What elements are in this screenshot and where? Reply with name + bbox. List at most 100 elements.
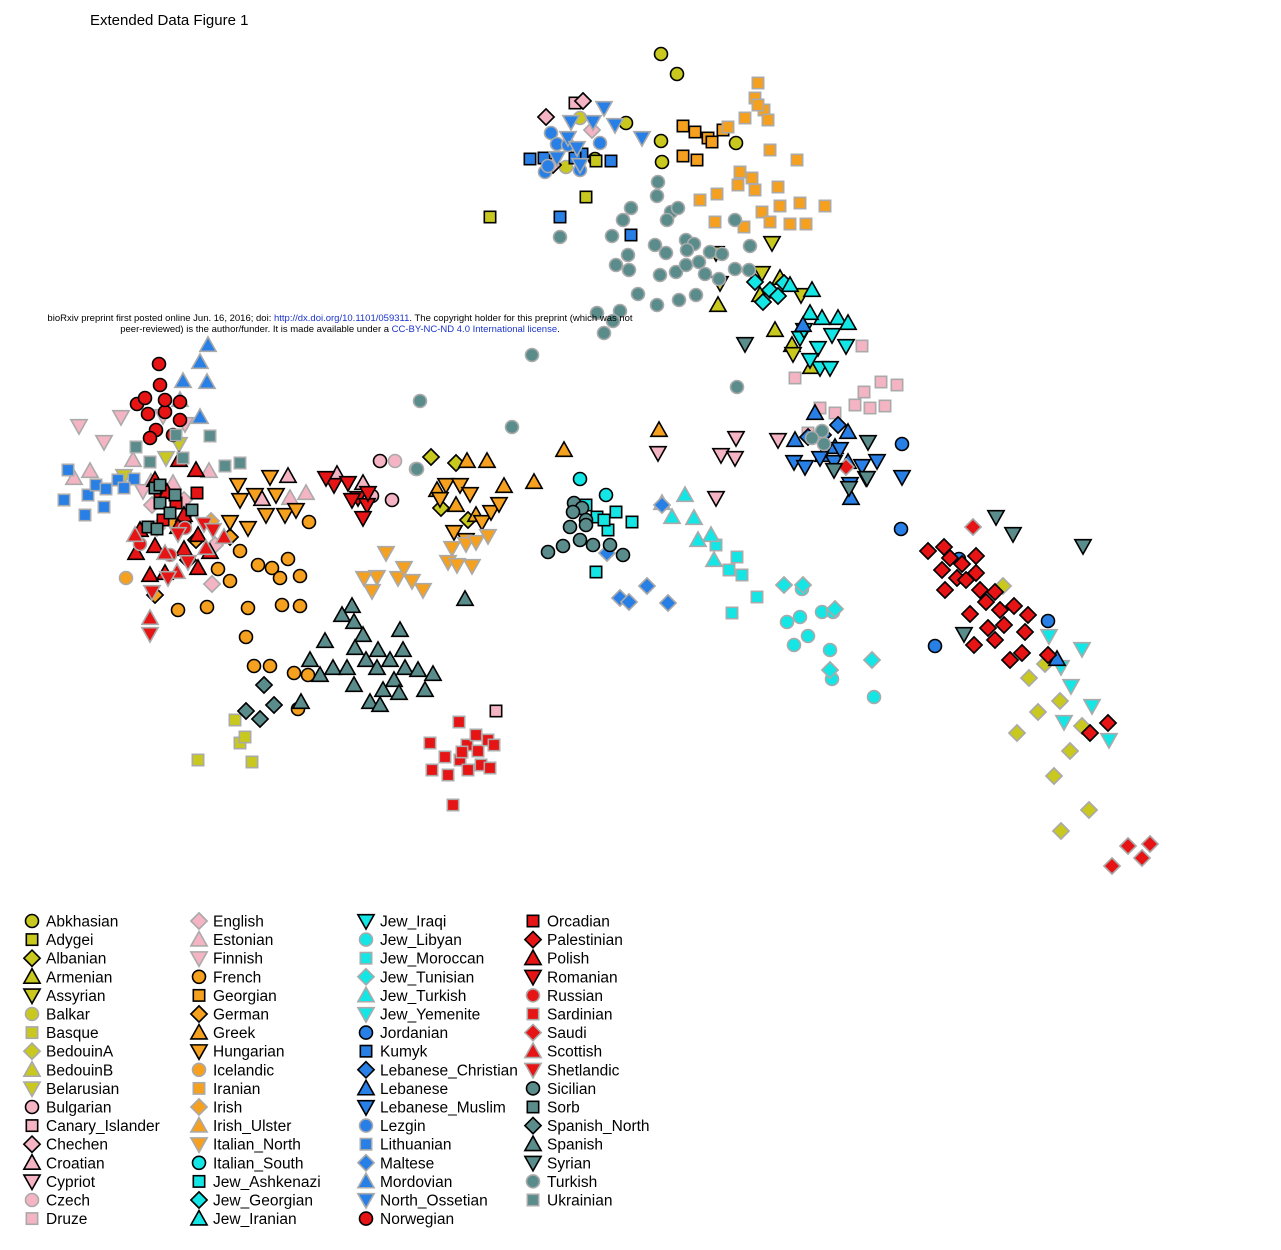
point-shetlandic-1 [158, 570, 178, 588]
point-palestinian-13 [994, 615, 1014, 635]
legend-item-turkish: Turkish [525, 1174, 597, 1191]
legend-label: Spanish [547, 1137, 603, 1154]
point-estonian-5 [199, 461, 219, 479]
point-maltese-4 [652, 495, 672, 515]
legend-marker [25, 933, 39, 947]
point-armenian-4 [708, 295, 728, 313]
legend-item-shetlandic: Shetlandic [523, 1062, 620, 1080]
point-bedouina-4 [1007, 723, 1027, 743]
doi-link[interactable]: http://dx.doi.org/10.1101/059311 [273, 313, 410, 324]
point-lebanese-christian-0 [828, 415, 848, 435]
legend-item-jordanian: Jordanian [358, 1025, 448, 1042]
point-mordovian-4 [190, 407, 210, 425]
point-jew-yemenite-5 [1099, 732, 1119, 750]
point-sicilian-8 [585, 537, 601, 553]
point-turkish-22 [711, 271, 727, 287]
legend-label: Greek [213, 1025, 255, 1042]
point-sorb-5 [163, 506, 177, 520]
point-turkish-13 [742, 238, 758, 254]
point-palestinian-11 [960, 604, 980, 624]
legend-item-irish-ulster: Irish_Ulster [189, 1115, 291, 1135]
legend-marker [525, 988, 541, 1003]
point-bedouina-5 [1019, 668, 1039, 688]
license-link[interactable]: CC-BY-NC-ND 4.0 International license [391, 324, 558, 335]
point-jew-moroccan-0 [730, 550, 744, 564]
point-sicilian-3 [562, 519, 578, 535]
point-shetlandic-0 [142, 584, 162, 602]
point-bedouina-7 [1028, 702, 1048, 722]
point-spanish-11 [310, 665, 330, 683]
legend-marker [523, 1041, 543, 1059]
point-kumyk-4 [604, 154, 618, 168]
legend-marker [22, 948, 42, 968]
point-georgian-4 [676, 149, 690, 163]
legend-label: BedouinB [46, 1062, 113, 1079]
legend-marker [356, 1060, 376, 1080]
point-lebanese-muslim-8 [892, 469, 912, 487]
point-bedouina-8 [1050, 691, 1070, 711]
point-croatian-2 [278, 466, 298, 484]
point-spanish-17 [395, 658, 415, 676]
point-iranian-19 [793, 196, 807, 210]
point-french-10 [199, 599, 215, 615]
legend-marker [526, 1007, 540, 1021]
legend-item-bedouinb: BedouinB [22, 1060, 113, 1079]
point-lebanese-4 [805, 403, 825, 421]
point-ukrainian-1 [169, 428, 183, 442]
point-jew-tunisian-2 [825, 599, 845, 619]
point-georgian-0 [676, 119, 690, 133]
point-druze-7 [828, 406, 842, 420]
point-jew-moroccan-2 [735, 568, 749, 582]
point-palestinian-17 [990, 600, 1010, 620]
point-mordovian-0 [198, 335, 218, 353]
legend-label: Jew_Iranian [213, 1211, 297, 1228]
series-turkish [409, 174, 832, 477]
legend-marker [22, 1081, 42, 1099]
legend-item-sorb: Sorb [526, 1100, 580, 1117]
point-lithuanian-9 [117, 481, 131, 495]
point-palestinian-16 [1015, 622, 1035, 642]
point-bedouina-1 [1079, 800, 1099, 820]
point-sicilian-10 [615, 547, 631, 563]
point-irish-ulster-12 [442, 540, 462, 558]
point-maltese-1 [619, 592, 639, 612]
legend-item-german: German [189, 1004, 269, 1024]
legend-marker [523, 930, 543, 949]
legend-item-albanian: Albanian [22, 948, 106, 968]
point-french-12 [246, 658, 262, 674]
point-hungarian-8 [220, 514, 240, 532]
point-iranian-18 [799, 217, 813, 231]
series-sorb [141, 478, 199, 536]
point-palestinian-14 [1004, 596, 1024, 616]
point-turkish-39 [816, 436, 832, 452]
point-turkish-26 [649, 297, 665, 313]
point-jew-iranian-5 [780, 275, 800, 293]
legend-item-armenian: Armenian [22, 967, 112, 986]
point-jew-turkish-3 [704, 550, 724, 568]
legend-marker [189, 1190, 209, 1210]
preprint-text-4: . [557, 324, 560, 335]
legend-item-saudi: Saudi [523, 1023, 587, 1042]
legend-marker [523, 1023, 543, 1042]
point-assyrian-2 [752, 265, 772, 283]
point-irish-ulster-4 [413, 582, 433, 600]
point-hungarian-7 [286, 502, 306, 520]
point-maltese-2 [637, 576, 657, 596]
point-ukrainian-0 [203, 429, 217, 443]
legend-marker [192, 988, 206, 1002]
point-jew-yemenite-1 [1072, 641, 1092, 659]
point-norwegian-3 [140, 406, 156, 422]
point-jew-ashkenazi-5 [589, 565, 603, 579]
point-turkish-1 [649, 188, 665, 204]
point-italian-south-1 [598, 487, 614, 503]
point-saudi-0 [963, 517, 983, 537]
legend-label: Chechen [46, 1137, 108, 1154]
legend-label: Adygei [46, 932, 93, 949]
point-jew-georgian-2 [753, 292, 773, 312]
point-lebanese-muslim-9 [852, 458, 872, 476]
series-bedouina [993, 576, 1099, 841]
legend-marker [189, 951, 209, 968]
legend-item-kumyk: Kumyk [359, 1044, 428, 1061]
point-lezgin-4 [540, 158, 556, 174]
point-georgian-6 [705, 135, 719, 149]
